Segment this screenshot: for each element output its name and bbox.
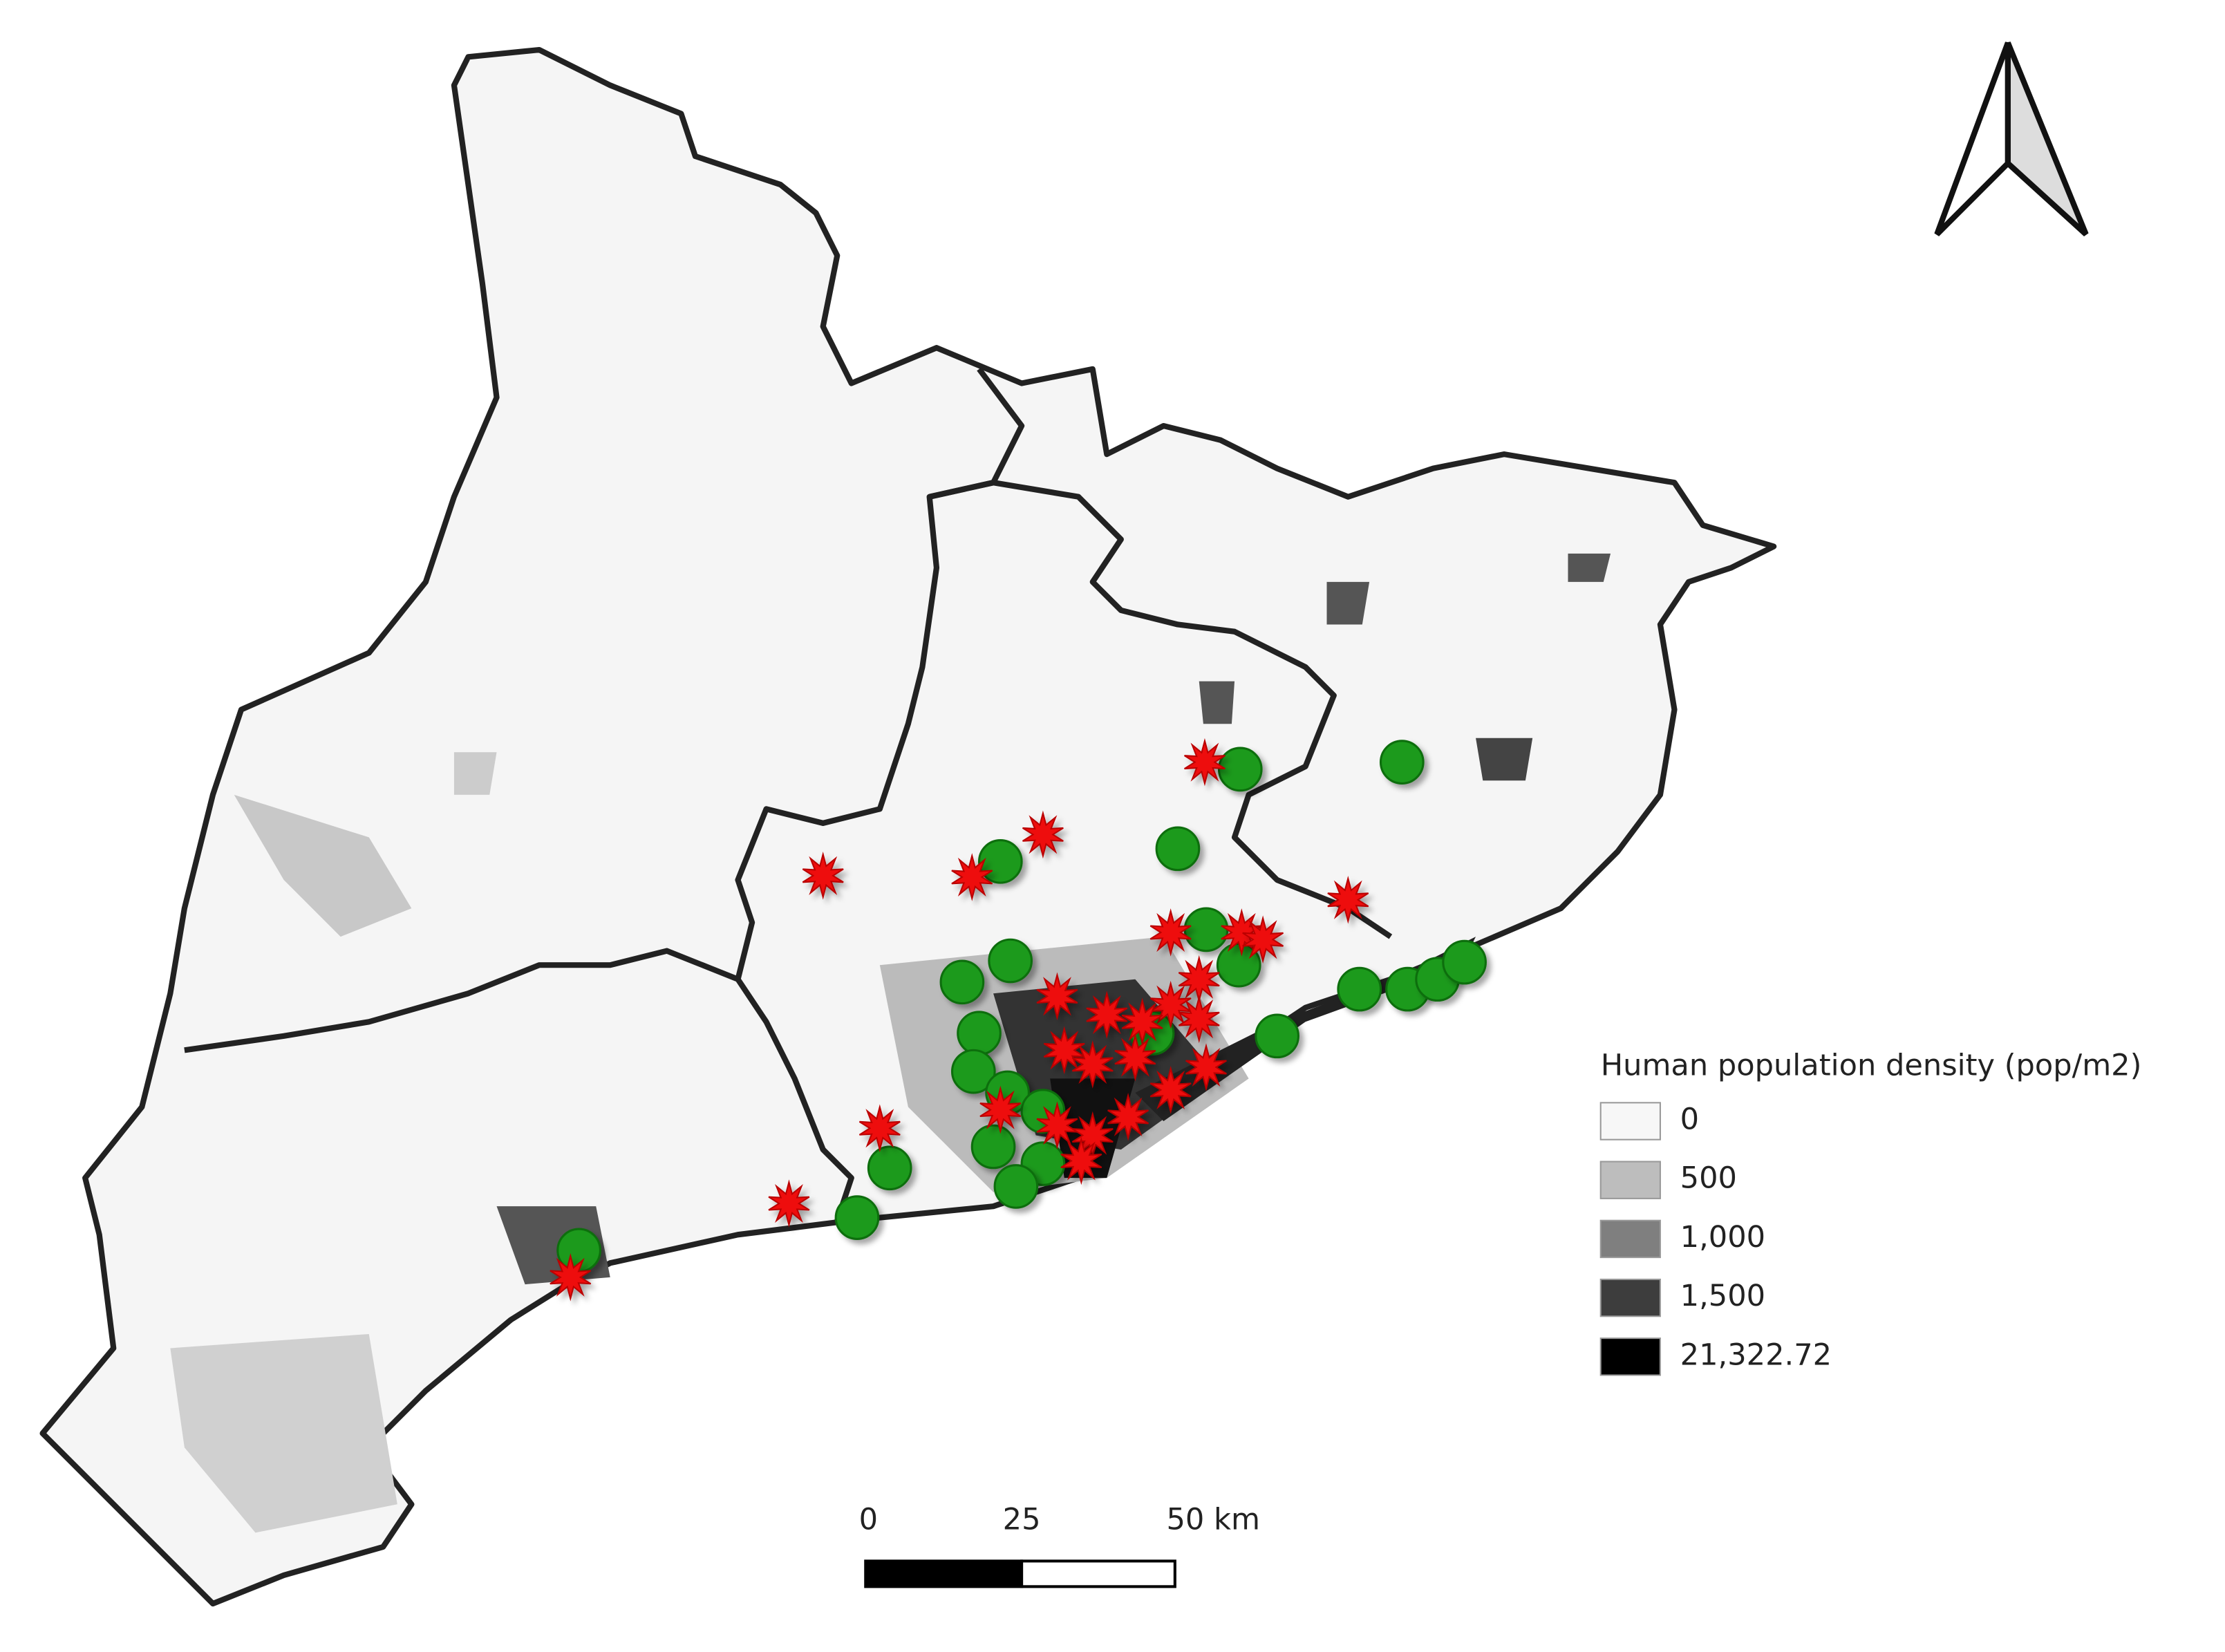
site-star	[1114, 1033, 1156, 1082]
province-boundary	[184, 948, 854, 1222]
legend-swatch	[1599, 1219, 1661, 1259]
legend-swatch	[1599, 1161, 1661, 1199]
legend-label: 1,000	[1680, 1220, 1765, 1255]
site-star	[1149, 1066, 1192, 1114]
density-patch	[170, 1333, 397, 1533]
site-star	[1107, 1093, 1149, 1141]
legend-label: 21,322.72	[1680, 1337, 1832, 1372]
legend-label: 500	[1680, 1161, 1737, 1196]
site-circle	[1183, 907, 1229, 952]
site-star	[1327, 875, 1369, 924]
site-star	[1149, 980, 1192, 1029]
legend-title: Human population density (pop/m2)	[1601, 1048, 2142, 1082]
scale-label: 50 km	[1166, 1502, 1260, 1537]
site-star	[1086, 991, 1128, 1039]
density-patch	[453, 752, 497, 795]
scale-label: 0	[859, 1502, 878, 1537]
site-circle	[1155, 826, 1201, 872]
site-star	[1184, 738, 1226, 787]
density-patch	[1199, 681, 1235, 724]
site-star	[802, 852, 844, 900]
site-circle	[977, 838, 1023, 884]
site-circle	[950, 1049, 996, 1094]
legend-swatch	[1599, 1102, 1661, 1141]
site-circle	[970, 1124, 1016, 1170]
density-patch	[1568, 553, 1611, 582]
site-circle	[957, 1011, 1002, 1056]
legend-swatch	[1599, 1337, 1661, 1376]
site-star	[768, 1179, 810, 1228]
legend-swatch	[1599, 1278, 1661, 1317]
site-circle	[993, 1164, 1039, 1209]
site-star	[1036, 1101, 1078, 1149]
site-star	[1060, 1136, 1102, 1185]
site-star	[979, 1085, 1022, 1134]
site-circle	[939, 959, 985, 1005]
markers	[550, 738, 1487, 1302]
site-star	[1043, 1026, 1085, 1075]
density-patch	[1326, 581, 1370, 625]
density-patch	[1476, 738, 1533, 781]
province-boundary	[928, 367, 1025, 500]
site-star	[1022, 810, 1064, 859]
province-boundary	[735, 480, 1393, 980]
site-circle	[1255, 1013, 1299, 1059]
site-circle	[1379, 740, 1425, 785]
site-star	[1121, 997, 1163, 1046]
legend: Human population density (pop/m2) 0 500 1,…	[1599, 1048, 2142, 1376]
site-star	[1149, 908, 1192, 957]
legend-label: 0	[1680, 1102, 1699, 1137]
site-circle	[867, 1145, 912, 1191]
site-circle	[988, 938, 1033, 984]
site-circle	[1337, 966, 1382, 1012]
site-circle	[834, 1195, 880, 1240]
scale-segment	[1020, 1559, 1176, 1588]
legend-label: 1,500	[1680, 1279, 1765, 1313]
site-star	[1178, 995, 1220, 1043]
site-star	[1036, 972, 1078, 1021]
site-circle	[1217, 747, 1263, 792]
site-circle	[1442, 939, 1487, 985]
density-patch	[234, 794, 412, 937]
scale-label: 25	[1003, 1502, 1041, 1537]
scale-bar: 0 25 50 km	[859, 1502, 1260, 1588]
site-star	[858, 1104, 901, 1153]
scale-segment	[864, 1559, 1024, 1588]
site-star	[1071, 1040, 1114, 1089]
boundaries	[184, 367, 1393, 1222]
north-arrow	[1934, 41, 2089, 236]
site-star	[550, 1253, 592, 1302]
site-star	[1242, 915, 1284, 964]
site-star	[1185, 1043, 1227, 1091]
site-star	[951, 853, 993, 901]
north-arrow-left	[1934, 41, 2011, 236]
north-arrow-right	[2005, 41, 2089, 236]
